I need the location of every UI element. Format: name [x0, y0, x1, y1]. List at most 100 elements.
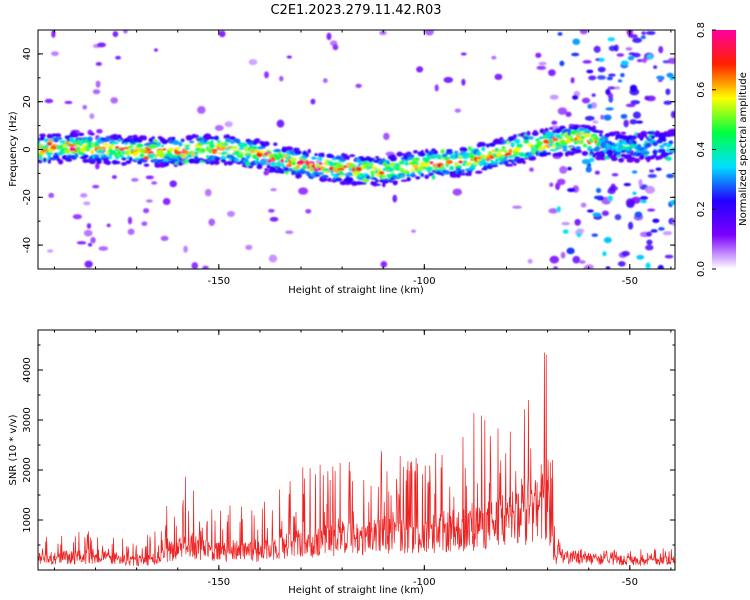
- spectrogram-cell: [473, 161, 480, 166]
- spectrogram-cell: [283, 167, 290, 172]
- spectrogram-cell: [645, 30, 656, 35]
- spectrogram-cell: [213, 160, 220, 165]
- spectrogram-cell: [189, 140, 195, 144]
- spectrogram-cell: [127, 216, 133, 225]
- spectrogram-cell: [600, 153, 606, 159]
- spectrogram-cell: [647, 208, 656, 212]
- spectrogram-cell: [41, 146, 49, 150]
- spectrogram-cell: [561, 221, 571, 226]
- spectrogram-cell: [105, 160, 112, 166]
- spectrogram-cell: [559, 60, 565, 67]
- spectrogram-cell: [399, 160, 405, 165]
- spectrogram-cell: [110, 97, 119, 104]
- spectrogram-cell: [618, 157, 625, 163]
- spectrogram-cell: [631, 170, 638, 174]
- spectrogram-cell: [659, 144, 665, 149]
- x-tick-label: -50: [622, 276, 638, 287]
- spectrogram-cell: [375, 179, 380, 183]
- spectrogram-cell: [337, 164, 345, 168]
- spectrogram-cell: [565, 111, 572, 117]
- spectrogram-cell: [43, 138, 51, 143]
- spectrogram-cell: [86, 144, 94, 149]
- spectrogram-cell: [655, 167, 662, 171]
- spectrogram-cell: [431, 175, 436, 180]
- spectrogram-cell: [508, 148, 513, 154]
- spectrogram-cell: [225, 134, 230, 139]
- spectrogram-cell: [223, 141, 228, 147]
- spectrogram-cell: [152, 139, 159, 143]
- spectrogram-cell: [184, 144, 191, 148]
- spectrogram-cell: [274, 148, 281, 153]
- spectrogram-cell: [223, 161, 228, 166]
- spectrogram-cell: [318, 162, 323, 166]
- spectrogram-cell: [668, 140, 674, 145]
- spectrogram-cell: [90, 236, 96, 244]
- spectrogram-cell: [603, 237, 612, 244]
- spectrogram-cell: [268, 208, 275, 213]
- spectrogram-cell: [644, 185, 655, 194]
- spectrogram-cell: [378, 170, 385, 175]
- spectrogram-cell: [229, 136, 236, 141]
- spectrogram-cell: [640, 199, 647, 204]
- spectrogram-cell: [45, 151, 54, 156]
- spectrogram-cell: [141, 135, 147, 140]
- spectrogram-cell: [616, 154, 622, 158]
- spectrogram-cell: [194, 156, 199, 160]
- spectrogram-cell: [581, 158, 591, 165]
- spectrogram-cell: [89, 113, 95, 120]
- spectrogram-cell: [269, 216, 279, 222]
- spectrogram-cell: [117, 138, 121, 143]
- spectrogram-cell: [208, 218, 216, 226]
- spectrogram-cell: [111, 175, 117, 179]
- spectrogram-cell: [523, 139, 530, 144]
- spectrogram-cell: [613, 44, 619, 52]
- spectrogram-cell: [321, 174, 329, 179]
- spectrogram-cell: [535, 52, 542, 58]
- spectrogram-cell: [633, 158, 640, 164]
- spectrogram-cell: [632, 111, 641, 119]
- spectrogram-cell: [616, 53, 625, 57]
- spectrogram-cell: [460, 172, 466, 176]
- spectrogram-cell: [224, 121, 233, 128]
- spectrogram-cell: [597, 66, 606, 73]
- spectrogram-cell: [429, 161, 434, 165]
- spectrogram-cell: [486, 143, 490, 148]
- spectrogram-cell: [115, 55, 121, 60]
- spectrogram-cell: [118, 154, 125, 158]
- spectrogram-cell: [382, 182, 386, 188]
- spectrogram-cell: [616, 151, 622, 154]
- spectrogram-cell: [183, 245, 188, 253]
- spectrogram-cell: [665, 156, 672, 161]
- spectrogram-cell: [548, 139, 554, 143]
- spectrogram-cell: [415, 176, 421, 180]
- spectrogram-cell: [92, 89, 101, 95]
- spectrogram-cell: [47, 249, 54, 253]
- spectrogram-cell: [632, 37, 643, 43]
- spectrogram-cell: [625, 103, 636, 108]
- spectrogram-cell: [549, 255, 560, 264]
- spectrogram-cell: [127, 135, 134, 138]
- spectrogram-cell: [549, 127, 554, 130]
- spectrogram-cell: [608, 73, 616, 77]
- spectrogram-cell: [167, 160, 172, 164]
- spectrogram-cell: [143, 163, 150, 167]
- spectrogram-cell: [358, 173, 365, 177]
- spectrogram-cell: [579, 260, 586, 264]
- spectrogram-cell: [193, 134, 199, 138]
- x-tick-label: -50: [622, 577, 638, 588]
- spectrogram-cell: [78, 143, 84, 147]
- spectrogram-cell: [305, 208, 312, 214]
- spectrogram-cell: [321, 152, 325, 158]
- spectrogram-cell: [256, 152, 263, 158]
- spectrogram-cell: [225, 137, 231, 143]
- spectrogram-cell: [666, 148, 672, 152]
- spectrogram-cell: [112, 30, 119, 38]
- colorbar-tick-label: 0.0: [696, 261, 707, 277]
- spectrogram-cell: [641, 31, 646, 36]
- spectrogram-cell: [424, 174, 430, 179]
- spectrogram-cell: [127, 228, 135, 235]
- spectrogram-cell: [625, 198, 635, 207]
- spectrogram-cell: [461, 78, 466, 86]
- spectrogram-cell: [56, 136, 61, 140]
- spectrogram-cell: [80, 193, 88, 198]
